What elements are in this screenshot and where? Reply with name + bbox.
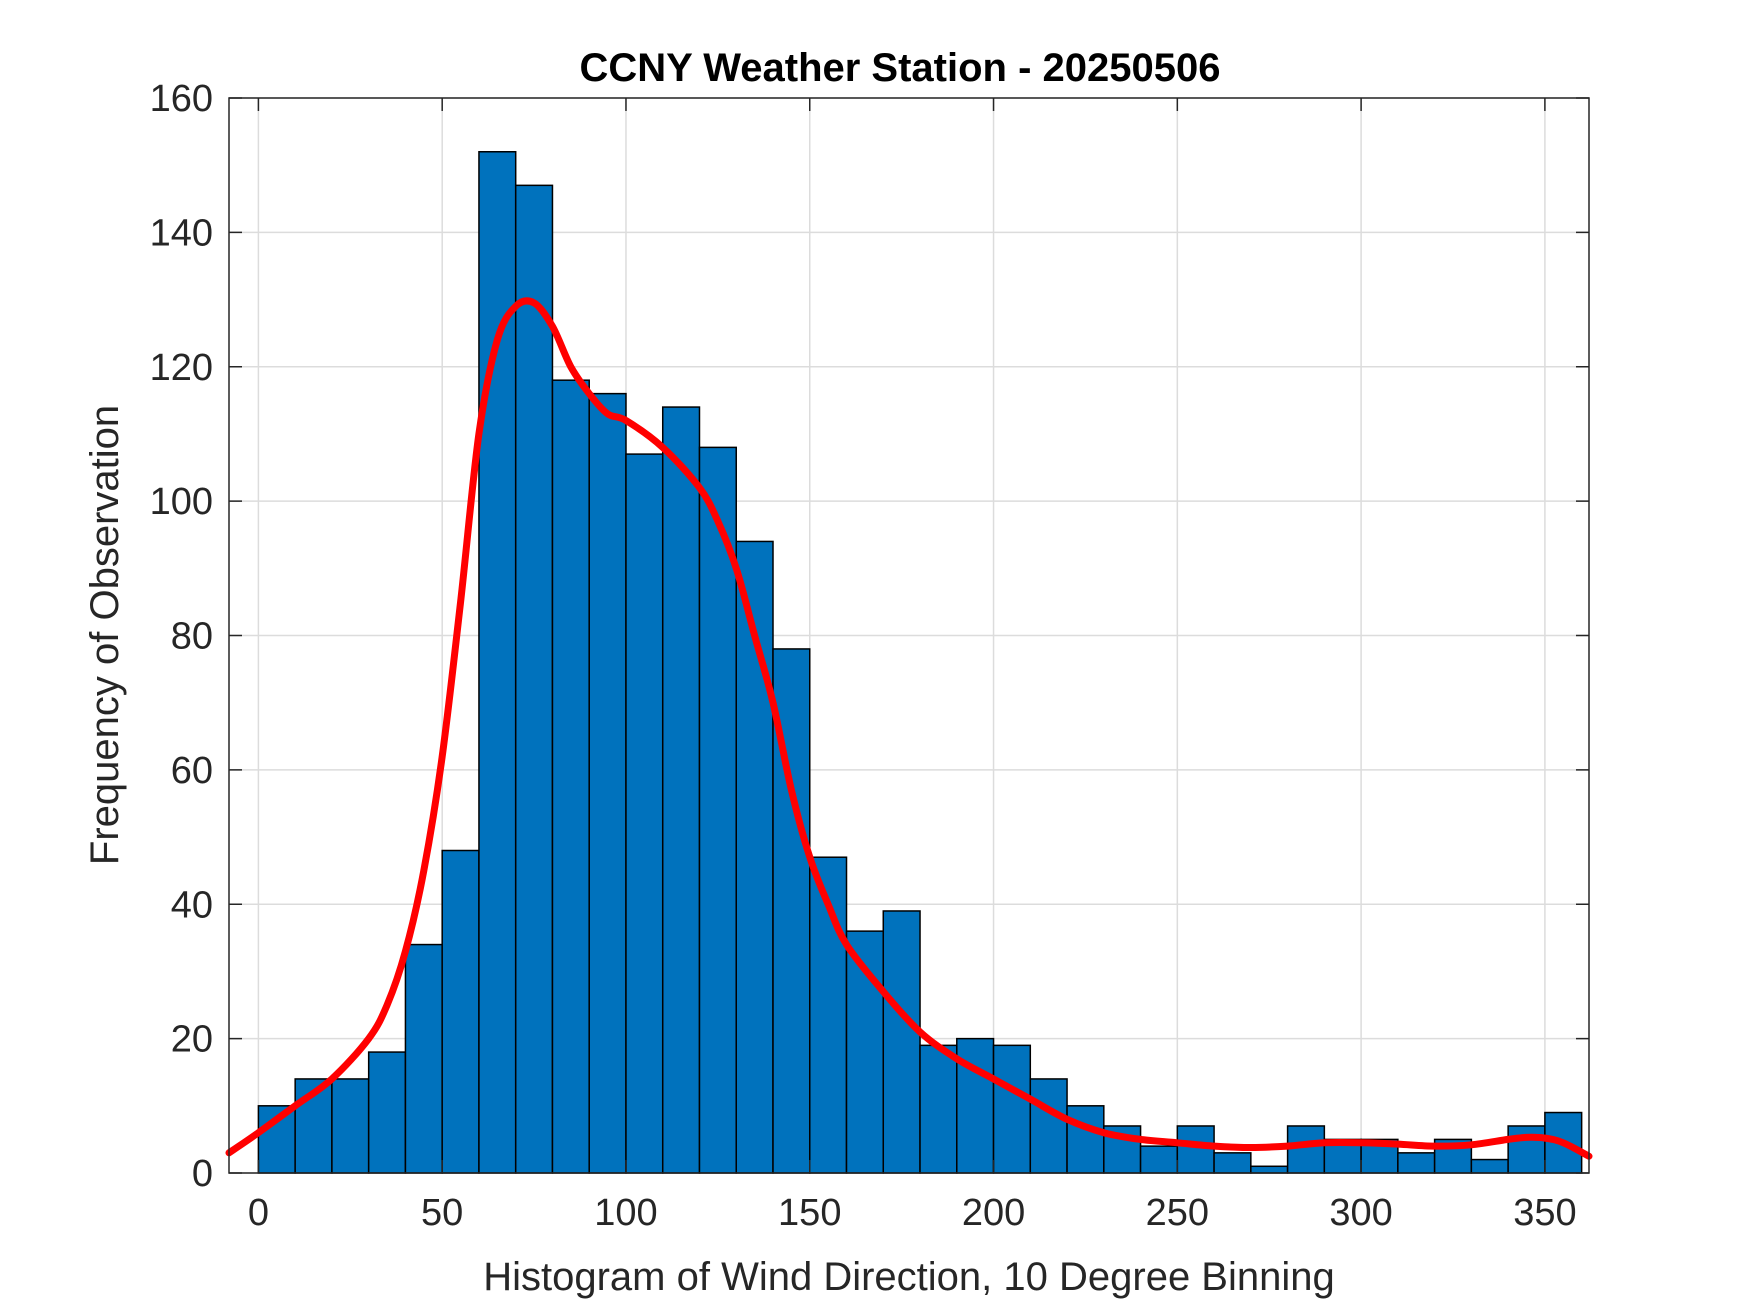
y-axis-label: Frequency of Observation xyxy=(83,405,127,865)
x-tick-label: 0 xyxy=(248,1192,269,1234)
x-tick-label: 300 xyxy=(1329,1192,1392,1234)
x-tick-label: 100 xyxy=(594,1192,657,1234)
histogram-bar xyxy=(625,453,664,1174)
y-tick-label: 20 xyxy=(171,1019,213,1061)
x-tick-label: 350 xyxy=(1513,1192,1576,1234)
histogram-bar xyxy=(1066,1105,1105,1174)
density-curve xyxy=(225,297,1593,1160)
histogram-bar xyxy=(661,406,701,1174)
histogram-bar xyxy=(588,392,627,1174)
y-tick-label: 40 xyxy=(171,884,213,926)
axis-ticks xyxy=(229,97,1589,1174)
x-tick-label: 50 xyxy=(421,1192,463,1234)
y-tick-label: 80 xyxy=(171,616,213,658)
histogram-bar xyxy=(1507,1125,1546,1174)
y-tick-label: 140 xyxy=(150,212,213,254)
x-tick-label: 250 xyxy=(1146,1192,1209,1234)
y-tick-label: 60 xyxy=(171,750,213,792)
x-tick-label: 200 xyxy=(962,1192,1025,1234)
histogram-bar xyxy=(478,151,517,1174)
x-tick-label: 150 xyxy=(778,1192,841,1234)
y-tick-label: 0 xyxy=(192,1153,213,1195)
histogram-bar xyxy=(1470,1158,1509,1174)
x-axis-label: Histogram of Wind Direction, 10 Degree B… xyxy=(483,1255,1335,1299)
histogram-bar xyxy=(1286,1125,1326,1174)
histogram-bar xyxy=(331,1078,370,1174)
histogram-bar xyxy=(1139,1145,1179,1174)
chart-title: CCNY Weather Station - 20250506 xyxy=(580,46,1221,90)
histogram-bar xyxy=(514,184,554,1174)
histogram-bar xyxy=(698,446,737,1174)
histogram-bar xyxy=(919,1044,958,1174)
histogram-bar xyxy=(1397,1152,1436,1174)
histogram-bar xyxy=(1176,1125,1215,1174)
density-curve-group xyxy=(225,297,1593,1160)
y-axis-tick-labels: 0 20 40 60 80 100 120 140 160 xyxy=(150,78,213,1195)
histogram-bar xyxy=(404,943,443,1174)
x-axis-tick-labels: 0 50 100 150 200 250 300 350 xyxy=(248,1192,1577,1234)
histogram-bar xyxy=(441,849,480,1174)
histogram-bar xyxy=(992,1044,1032,1174)
histogram-bar xyxy=(551,379,590,1174)
histogram-bar xyxy=(1029,1078,1068,1174)
y-tick-label: 160 xyxy=(150,78,213,120)
histogram-bars xyxy=(257,151,1583,1174)
y-tick-label: 120 xyxy=(150,347,213,389)
histogram-bar xyxy=(367,1051,407,1174)
histogram-bar xyxy=(882,910,921,1174)
y-tick-label: 100 xyxy=(150,481,213,523)
histogram-bar xyxy=(1213,1152,1252,1174)
histogram-bar xyxy=(1250,1165,1289,1174)
